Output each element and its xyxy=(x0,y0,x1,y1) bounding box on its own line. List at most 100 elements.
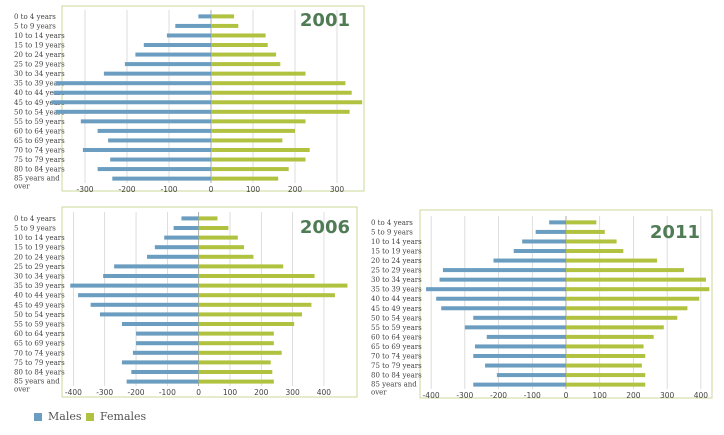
chart-2011-bar-females-10 xyxy=(566,315,678,320)
chart-2011-category-label-15: 75 to 79 years xyxy=(371,362,422,370)
chart-2011-tick-label--100: -100 xyxy=(524,391,541,400)
chart-2001-bar-males-3 xyxy=(143,43,211,48)
chart-2006-category-label-13: 65 to 69 years xyxy=(14,340,65,348)
chart-2006-tick-label--300: -300 xyxy=(96,388,113,397)
chart-2001-category-label-3: 15 to 19 years xyxy=(14,42,65,50)
chart-2006-bar-males-2 xyxy=(164,235,199,240)
chart-2001-category-label-0: 0 to 4 years xyxy=(14,13,56,21)
chart-2006-tick-label--400: -400 xyxy=(65,388,82,397)
legend-item-males: Males xyxy=(34,410,82,423)
chart-2011-category-label-10: 50 to 54 years xyxy=(371,314,422,322)
chart-2006-tick-label-300: 300 xyxy=(285,388,300,397)
chart-2001-category-label-8: 40 to 44 years xyxy=(14,89,65,97)
chart-2011-category-label-6: 30 to 34 years xyxy=(371,276,422,284)
chart-2001-tick-label-200: 200 xyxy=(288,185,303,194)
chart-2011-tick-label-400: 400 xyxy=(694,391,709,400)
chart-2001-bar-females-11 xyxy=(211,119,306,124)
chart-2011-tick-label-100: 100 xyxy=(593,391,608,400)
chart-2011-bar-males-3 xyxy=(513,249,566,254)
chart-2011-tick-label--200: -200 xyxy=(490,391,507,400)
chart-2006-category-label-4: 20 to 24 years xyxy=(14,253,65,261)
chart-2006-bar-males-10 xyxy=(100,312,199,317)
chart-2001-title: 2001 xyxy=(300,10,350,31)
chart-2011-bar-males-16 xyxy=(496,373,566,378)
chart-2001-bar-males-11 xyxy=(80,119,211,124)
chart-2011-tick-label-0: 0 xyxy=(564,391,569,400)
chart-2011-bar-females-9 xyxy=(566,306,688,311)
chart-2011-bar-males-8 xyxy=(436,296,566,301)
chart-2001-bar-females-10 xyxy=(211,109,350,114)
chart-2006-bar-females-6 xyxy=(198,273,315,279)
chart-2011-category-label-13: 65 to 69 years xyxy=(371,343,422,351)
chart-2011-bar-males-6 xyxy=(439,277,566,282)
chart-2001-tick-label--300: -300 xyxy=(76,185,93,194)
chart-2011-category-label-7: 35 to 39 years xyxy=(371,286,422,294)
chart-2006-bar-females-12 xyxy=(198,331,274,336)
chart-2006-tick-label--200: -200 xyxy=(128,388,145,397)
chart-2006-category-label-1: 5 to 9 years xyxy=(14,225,56,233)
chart-2011-bar-females-8 xyxy=(566,296,700,301)
legend-swatch-males xyxy=(34,413,42,421)
chart-2006-bar-males-16 xyxy=(131,369,199,375)
chart-2001-bar-males-14 xyxy=(82,147,212,152)
chart-2011-tick-label--400: -400 xyxy=(423,391,440,400)
chart-2006-category-label-16: 80 to 84 years xyxy=(14,369,65,377)
chart-2011-bar-males-10 xyxy=(473,315,566,320)
chart-2006-bar-males-11 xyxy=(121,321,199,327)
chart-2011-bar-males-2 xyxy=(522,239,566,244)
chart-2006-category-label-8: 40 to 44 years xyxy=(14,292,65,300)
chart-2006-category-label-15: 75 to 79 years xyxy=(14,359,65,367)
chart-2011-category-label-16: 80 to 84 years xyxy=(371,372,422,380)
chart-2011-category-label-17: 85 years and xyxy=(371,381,417,389)
chart-2006-tick-label-0: 0 xyxy=(196,388,201,397)
chart-2011-bar-females-13 xyxy=(566,344,644,349)
chart-2006-bar-males-17 xyxy=(126,379,199,384)
chart-2001-category-label-7: 35 to 39 years xyxy=(14,80,65,88)
chart-2006-bar-males-4 xyxy=(146,254,199,259)
chart-2006-category-label-0: 0 to 4 years xyxy=(14,215,56,223)
legend-label-males: Males xyxy=(48,410,82,423)
chart-2011-bar-males-5 xyxy=(442,268,566,273)
chart-2001-bar-males-12 xyxy=(97,128,211,133)
chart-2011-bar-females-11 xyxy=(566,325,664,330)
chart-2011-bar-males-17 xyxy=(473,382,566,387)
chart-2011-bar-males-7 xyxy=(426,287,566,292)
chart-2006-bar-females-2 xyxy=(198,235,238,240)
chart-2006-bar-females-9 xyxy=(198,302,312,307)
chart-2001-bar-males-5 xyxy=(124,62,211,67)
chart-2006-bar-males-1 xyxy=(173,225,199,231)
chart-2006-category-label-17-cont: over xyxy=(14,386,30,394)
chart-2006-tick-label-400: 400 xyxy=(317,388,332,397)
chart-2011-bar-females-3 xyxy=(566,249,624,254)
chart-2001-bar-females-16 xyxy=(211,167,289,172)
chart-2011-bar-females-16 xyxy=(566,373,646,378)
legend-label-females: Females xyxy=(100,410,147,423)
chart-2011-bar-females-14 xyxy=(566,353,646,358)
chart-2001-category-label-17-cont: over xyxy=(14,183,30,191)
chart-2006-category-label-6: 30 to 34 years xyxy=(14,273,65,281)
chart-2006-category-label-9: 45 to 49 years xyxy=(14,301,65,309)
chart-2001-bar-males-17 xyxy=(112,176,211,181)
chart-2001-bar-females-0 xyxy=(211,14,235,19)
chart-2011-bar-males-0 xyxy=(549,220,566,225)
chart-2006-bar-males-6 xyxy=(103,273,199,279)
chart-2001-bar-females-8 xyxy=(211,90,352,95)
chart-2011-bar-males-11 xyxy=(464,325,566,330)
chart-2011-category-label-8: 40 to 44 years xyxy=(371,295,422,303)
chart-2001-category-label-6: 30 to 34 years xyxy=(14,70,65,78)
chart-2006-bar-males-8 xyxy=(78,293,199,298)
chart-2001-bar-females-13 xyxy=(211,138,283,143)
chart-2006-bar-males-9 xyxy=(90,302,199,307)
chart-2011-bar-females-12 xyxy=(566,334,654,339)
chart-2006-category-label-17: 85 years and xyxy=(14,378,60,386)
chart-2001-category-label-16: 80 to 84 years xyxy=(14,166,65,174)
legend-swatch-females xyxy=(86,413,94,421)
chart-2006-tick-label--100: -100 xyxy=(159,388,176,397)
chart-2006-category-label-12: 60 to 64 years xyxy=(14,330,65,338)
legend-item-females: Females xyxy=(86,410,146,423)
chart-2006-category-label-3: 15 to 19 years xyxy=(14,244,65,252)
chart-2011-tick-label--300: -300 xyxy=(456,391,473,400)
chart-2001-bar-females-7 xyxy=(211,81,346,86)
chart-2001-bar-males-16 xyxy=(97,167,211,172)
